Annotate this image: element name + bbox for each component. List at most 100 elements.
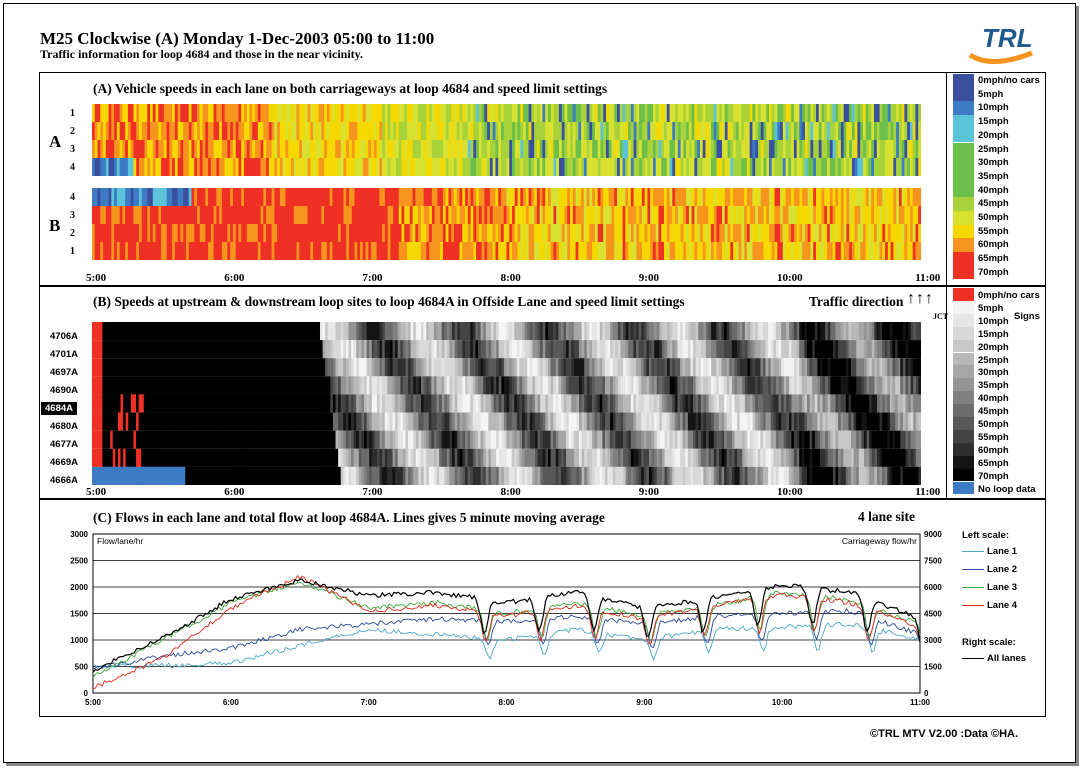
- heat-cell: [726, 394, 730, 413]
- heat-cell: [791, 358, 795, 377]
- heat-cell: [353, 322, 357, 341]
- heat-cell: [332, 358, 337, 377]
- heat-cell: [356, 430, 360, 449]
- heat-cell: [442, 206, 447, 224]
- heat-cell: [313, 158, 317, 176]
- heat-cell: [92, 340, 96, 359]
- heat-cell: [94, 358, 98, 377]
- heat-cell: [457, 412, 461, 431]
- heat-cell: [180, 206, 184, 224]
- heat-cell: [838, 224, 842, 242]
- heat-cell: [564, 122, 568, 140]
- heat-cell: [874, 140, 878, 158]
- heat-cell: [457, 340, 461, 359]
- heat-cell: [312, 412, 316, 431]
- heat-cell: [478, 104, 483, 122]
- heat-cell: [718, 322, 723, 341]
- heat-cell: [713, 122, 718, 140]
- heat-cell: [594, 158, 599, 176]
- heat-cell: [860, 122, 864, 140]
- heat-cell: [449, 340, 453, 359]
- heat-cell: [871, 122, 875, 140]
- heat-cell: [591, 430, 596, 449]
- heat-cell: [862, 122, 867, 140]
- heat-cell: [752, 188, 756, 206]
- heat-cell: [191, 224, 195, 242]
- heat-cell: [444, 394, 448, 413]
- heat-cell: [167, 412, 171, 431]
- heat-cell: [231, 448, 236, 467]
- heat-cell: [864, 412, 868, 431]
- heat-cell: [698, 448, 702, 467]
- heat-cell: [120, 412, 124, 431]
- heat-cell: [307, 340, 311, 359]
- heat-cell: [148, 376, 153, 395]
- heat-cell: [563, 412, 567, 431]
- heat-cell: [871, 412, 875, 431]
- heat-cell: [478, 322, 482, 341]
- heat-cell: [242, 430, 246, 449]
- heat-cell: [744, 394, 749, 413]
- heat-cell: [550, 122, 555, 140]
- heat-cell: [426, 358, 430, 377]
- heat-cell: [99, 412, 103, 431]
- heat-cell: [791, 104, 795, 122]
- heat-cell: [409, 224, 414, 242]
- heat-cell: [591, 412, 596, 431]
- heat-cell: [472, 322, 477, 341]
- heat-cell: [172, 394, 176, 413]
- heat-cell: [703, 394, 707, 413]
- heat-cell: [354, 122, 358, 140]
- heat-cell: [224, 430, 228, 449]
- heat-cell: [830, 430, 834, 449]
- heat-cell: [528, 158, 532, 176]
- heat-cell: [607, 394, 611, 413]
- heat-cell: [141, 322, 145, 341]
- heat-cell: [309, 358, 313, 377]
- heat-cell: [371, 340, 375, 359]
- heat-cell: [553, 188, 557, 206]
- heat-cell: [428, 412, 432, 431]
- heat-cell: [382, 358, 386, 377]
- heat-cell: [285, 224, 289, 242]
- heat-cell: [724, 412, 728, 431]
- heat-cell: [752, 394, 756, 413]
- heat-cell: [260, 430, 264, 449]
- heat-cell: [566, 448, 570, 467]
- heat-cell: [711, 394, 715, 413]
- heat-cell: [114, 140, 118, 158]
- heat-cell: [568, 340, 572, 359]
- heat-cell: [405, 448, 409, 467]
- heat-cell: [896, 206, 900, 224]
- heat-cell: [210, 242, 215, 260]
- heat-cell: [376, 376, 381, 395]
- heat-cell: [539, 158, 544, 176]
- heat-cell: [807, 242, 812, 260]
- heat-cell: [122, 206, 126, 224]
- heat-cell: [498, 104, 502, 122]
- heat-cell: [146, 394, 150, 413]
- heat-cell: [459, 224, 463, 242]
- heat-cell: [117, 430, 122, 449]
- heat-cell: [100, 122, 104, 140]
- heat-cell: [387, 158, 392, 176]
- heat-cell: [125, 430, 129, 449]
- heat-cell: [658, 122, 662, 140]
- heat-cell: [185, 394, 189, 413]
- heat-cell: [102, 340, 106, 359]
- heat-cell: [652, 140, 657, 158]
- heat-cell: [664, 376, 668, 395]
- heat-cell: [326, 206, 331, 224]
- heat-cell: [480, 340, 484, 359]
- heat-cell: [366, 430, 370, 449]
- heat-cell: [586, 206, 590, 224]
- heat-cell: [154, 394, 158, 413]
- heat-cell: [200, 358, 204, 377]
- heat-cell: [123, 448, 127, 467]
- heat-cell: [401, 188, 405, 206]
- heat-cell: [778, 430, 782, 449]
- heat-cell: [542, 104, 546, 122]
- heat-cell: [224, 104, 228, 122]
- heat-cell: [348, 158, 353, 176]
- heat-cell: [783, 340, 787, 359]
